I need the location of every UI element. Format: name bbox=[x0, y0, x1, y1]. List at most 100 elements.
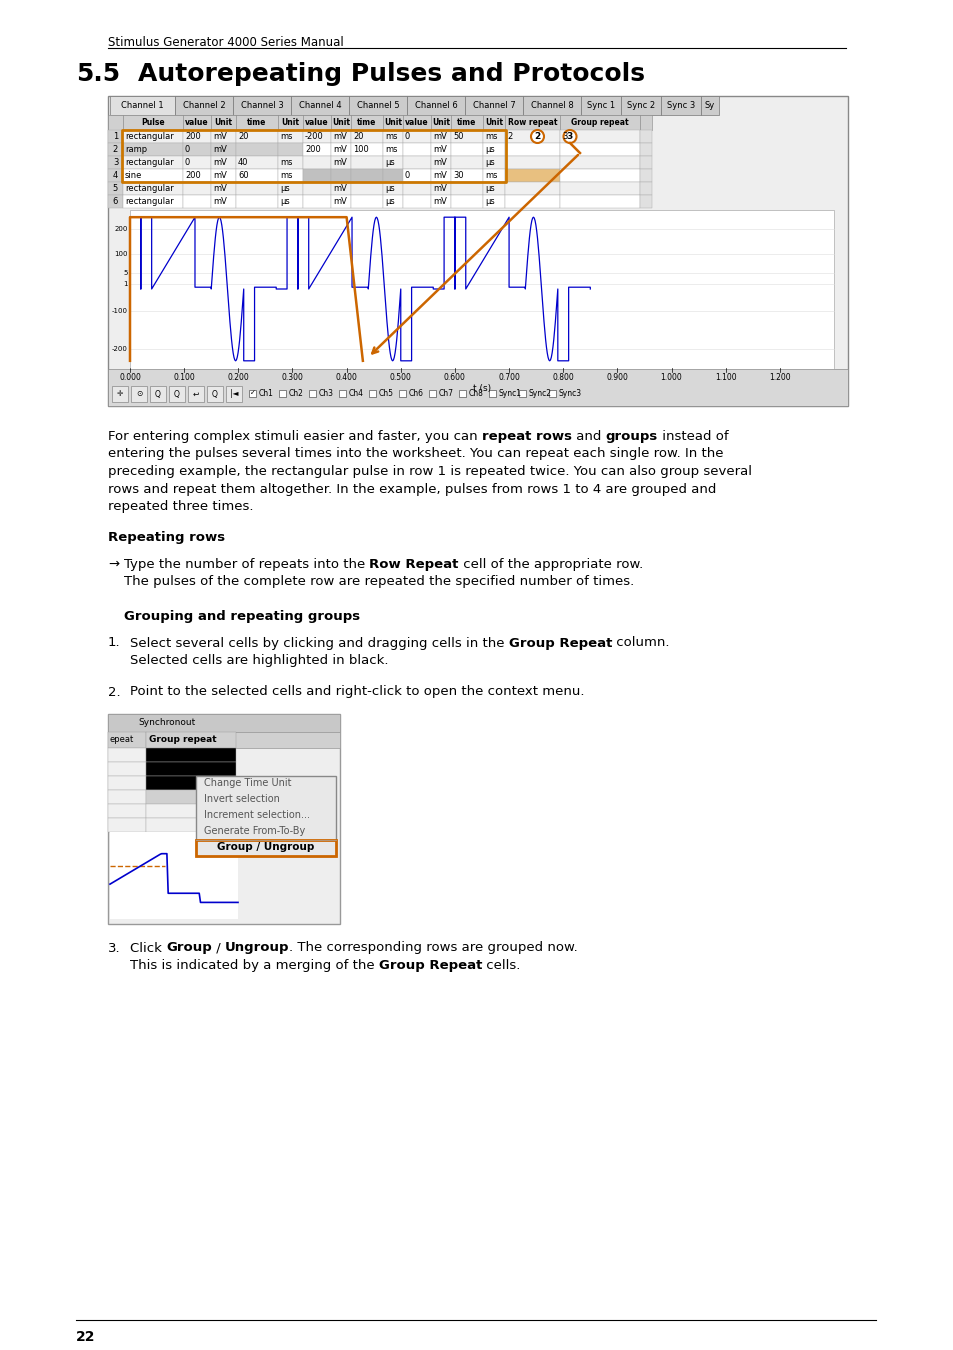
Text: 0.500: 0.500 bbox=[390, 373, 412, 382]
Bar bbox=[146, 818, 235, 832]
Bar bbox=[382, 182, 402, 194]
Text: Sync 3: Sync 3 bbox=[666, 101, 695, 109]
Text: Point to the selected cells and right-click to open the context menu.: Point to the selected cells and right-cl… bbox=[130, 686, 584, 698]
Bar bbox=[351, 194, 382, 208]
Text: Synchronout: Synchronout bbox=[138, 718, 195, 728]
Bar bbox=[277, 157, 303, 169]
Text: mV: mV bbox=[333, 197, 347, 207]
Text: Channel 1: Channel 1 bbox=[121, 101, 164, 109]
Text: Channel 6: Channel 6 bbox=[415, 101, 456, 109]
Bar bbox=[504, 157, 559, 169]
Text: Unit: Unit bbox=[214, 117, 233, 127]
Bar bbox=[309, 390, 315, 397]
Bar bbox=[303, 115, 331, 130]
Bar bbox=[277, 169, 303, 182]
Bar bbox=[235, 115, 277, 130]
Bar bbox=[482, 194, 504, 208]
Text: mV: mV bbox=[333, 132, 347, 140]
Bar bbox=[108, 157, 123, 169]
Bar bbox=[183, 182, 211, 194]
Text: →: → bbox=[108, 558, 119, 571]
Text: 5: 5 bbox=[124, 270, 128, 277]
Text: 20: 20 bbox=[353, 132, 363, 140]
Text: 0.400: 0.400 bbox=[335, 373, 357, 382]
Bar bbox=[211, 130, 235, 143]
Bar bbox=[482, 157, 504, 169]
Text: Q: Q bbox=[212, 390, 217, 398]
Bar bbox=[123, 115, 183, 130]
Bar bbox=[429, 390, 436, 397]
Text: mV: mV bbox=[213, 184, 227, 193]
Text: Ch5: Ch5 bbox=[378, 389, 394, 398]
Bar bbox=[559, 194, 639, 208]
Text: epeat: epeat bbox=[110, 734, 134, 744]
Bar bbox=[108, 194, 123, 208]
Bar bbox=[458, 390, 465, 397]
Text: mV: mV bbox=[213, 197, 227, 207]
Text: µs: µs bbox=[484, 184, 495, 193]
Text: ↖: ↖ bbox=[151, 775, 164, 790]
Bar bbox=[489, 390, 496, 397]
Text: mV: mV bbox=[213, 171, 227, 180]
Bar bbox=[108, 369, 847, 406]
Bar bbox=[226, 386, 242, 402]
Text: mV: mV bbox=[433, 144, 446, 154]
Bar bbox=[108, 182, 123, 194]
Bar bbox=[559, 157, 639, 169]
Bar bbox=[351, 182, 382, 194]
Bar bbox=[451, 157, 482, 169]
Text: ✓: ✓ bbox=[250, 390, 255, 397]
Bar bbox=[660, 96, 700, 115]
Bar bbox=[211, 169, 235, 182]
Bar bbox=[431, 143, 451, 157]
Text: rows and repeat them altogether. In the example, pulses from rows 1 to 4 are gro: rows and repeat them altogether. In the … bbox=[108, 482, 716, 495]
Bar bbox=[351, 157, 382, 169]
Bar bbox=[451, 194, 482, 208]
Text: Q: Q bbox=[173, 390, 180, 398]
Bar bbox=[382, 130, 402, 143]
Text: time: time bbox=[247, 117, 267, 127]
Text: |◄: |◄ bbox=[230, 390, 238, 398]
Text: mV: mV bbox=[433, 197, 446, 207]
Bar bbox=[402, 169, 431, 182]
Text: Group Repeat: Group Repeat bbox=[378, 958, 482, 972]
Bar bbox=[108, 761, 146, 775]
Bar bbox=[407, 96, 464, 115]
Bar bbox=[451, 143, 482, 157]
Bar bbox=[235, 130, 277, 143]
Bar bbox=[108, 818, 146, 832]
Text: Group / Ungroup: Group / Ungroup bbox=[217, 842, 314, 852]
Text: Row repeat: Row repeat bbox=[507, 117, 557, 127]
Bar bbox=[130, 211, 833, 369]
Text: 100: 100 bbox=[114, 251, 128, 258]
Bar bbox=[211, 194, 235, 208]
Text: µs: µs bbox=[484, 197, 495, 207]
Text: and: and bbox=[571, 431, 605, 443]
Bar bbox=[146, 790, 235, 803]
Text: 3: 3 bbox=[112, 158, 118, 167]
Bar bbox=[559, 182, 639, 194]
Bar bbox=[303, 143, 331, 157]
Text: This is indicated by a merging of the: This is indicated by a merging of the bbox=[130, 958, 378, 972]
Bar bbox=[620, 96, 660, 115]
Text: 2.: 2. bbox=[108, 686, 120, 698]
Text: value: value bbox=[405, 117, 428, 127]
Text: . The corresponding rows are grouped now.: . The corresponding rows are grouped now… bbox=[289, 941, 578, 954]
Text: ms: ms bbox=[484, 171, 497, 180]
Text: preceding example, the rectangular pulse in row 1 is repeated twice. You can als: preceding example, the rectangular pulse… bbox=[108, 464, 751, 478]
Bar bbox=[108, 732, 146, 748]
Text: Channel 7: Channel 7 bbox=[472, 101, 515, 109]
Bar bbox=[108, 748, 146, 761]
Bar bbox=[451, 115, 482, 130]
Text: Ungroup: Ungroup bbox=[225, 941, 289, 954]
Text: The pulses of the complete row are repeated the specified number of times.: The pulses of the complete row are repea… bbox=[124, 575, 634, 589]
Bar bbox=[331, 130, 351, 143]
Text: Ch1: Ch1 bbox=[258, 389, 274, 398]
Text: Pulse: Pulse bbox=[141, 117, 165, 127]
Text: cells.: cells. bbox=[482, 958, 520, 972]
Text: column.: column. bbox=[612, 636, 669, 649]
Text: sine: sine bbox=[125, 171, 142, 180]
Bar bbox=[504, 115, 559, 130]
Text: 1.: 1. bbox=[108, 636, 120, 649]
Text: Type the number of repeats into the: Type the number of repeats into the bbox=[124, 558, 369, 571]
